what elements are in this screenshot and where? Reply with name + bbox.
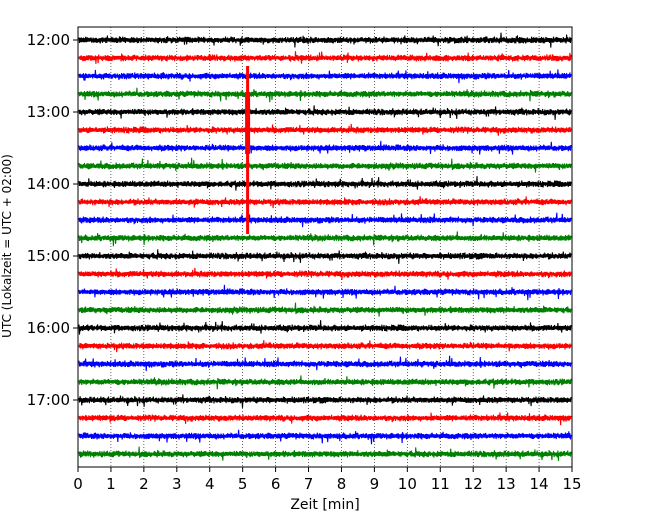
- trace-1445: [78, 231, 572, 247]
- y-axis-label: UTC (Lokalzeit = UTC + 02:00): [0, 154, 14, 338]
- trace-1600: [78, 320, 572, 335]
- trace-1430: [78, 212, 572, 228]
- x-tick-label: 4: [205, 475, 215, 493]
- y-tick-label: 15:00: [27, 247, 70, 265]
- trace-1330: [78, 140, 572, 155]
- y-tick-label: 13:00: [27, 103, 70, 121]
- x-tick-label: 1: [106, 475, 116, 493]
- trace-1315: [78, 123, 572, 136]
- x-tick-label: 13: [497, 475, 516, 493]
- x-tick-label: 2: [139, 475, 149, 493]
- y-tick-label: 12:00: [27, 31, 70, 49]
- trace-1245: [78, 87, 572, 103]
- y-axis-ticks: 12:00 13:00 14:00 15:00 16:00 17:00: [27, 31, 78, 409]
- trace-1745: [78, 446, 572, 461]
- event-marker-group: [245, 66, 251, 234]
- trace-1400: [78, 176, 572, 191]
- x-tick-label: 7: [304, 475, 314, 493]
- x-tick-label: 14: [530, 475, 549, 493]
- x-tick-label: 3: [172, 475, 182, 493]
- x-tick-label: 11: [431, 475, 450, 493]
- trace-1200: [78, 32, 572, 48]
- trace-1645: [78, 375, 572, 390]
- x-tick-label: 0: [73, 475, 83, 493]
- trace-1415: [78, 196, 572, 209]
- trace-1530: [78, 284, 572, 301]
- trace-1615: [78, 340, 572, 353]
- y-tick-label: 17:00: [27, 391, 70, 409]
- y-tick-label: 14:00: [27, 175, 70, 193]
- x-axis-label: Zeit [min]: [290, 497, 359, 513]
- x-tick-label: 5: [238, 475, 248, 493]
- trace-1715: [78, 412, 572, 426]
- x-axis-ticks: 0 1 2 3 4 5 6 7 8 9 10 11 12 13 14 15: [73, 467, 582, 493]
- trace-1345: [78, 157, 572, 173]
- x-tick-label: 8: [337, 475, 347, 493]
- x-tick-label: 12: [464, 475, 483, 493]
- y-tick-label: 16:00: [27, 319, 70, 337]
- x-tick-label: 15: [562, 475, 581, 493]
- trace-1545: [78, 302, 572, 317]
- event-spike-core: [245, 92, 251, 154]
- trace-1515: [78, 267, 572, 280]
- vertical-grid: [110, 27, 540, 467]
- trace-1230: [78, 69, 572, 84]
- x-tick-label: 6: [271, 475, 281, 493]
- seismic-traces: [78, 32, 572, 461]
- x-tick-label: 10: [398, 475, 417, 493]
- trace-1630: [78, 355, 572, 372]
- trace-1215: [78, 51, 572, 64]
- trace-1300: [78, 105, 572, 120]
- trace-1700: [78, 394, 572, 408]
- trace-1730: [78, 429, 572, 445]
- trace-1500: [78, 249, 572, 264]
- x-tick-label: 9: [370, 475, 380, 493]
- plot-frame: [77, 26, 573, 468]
